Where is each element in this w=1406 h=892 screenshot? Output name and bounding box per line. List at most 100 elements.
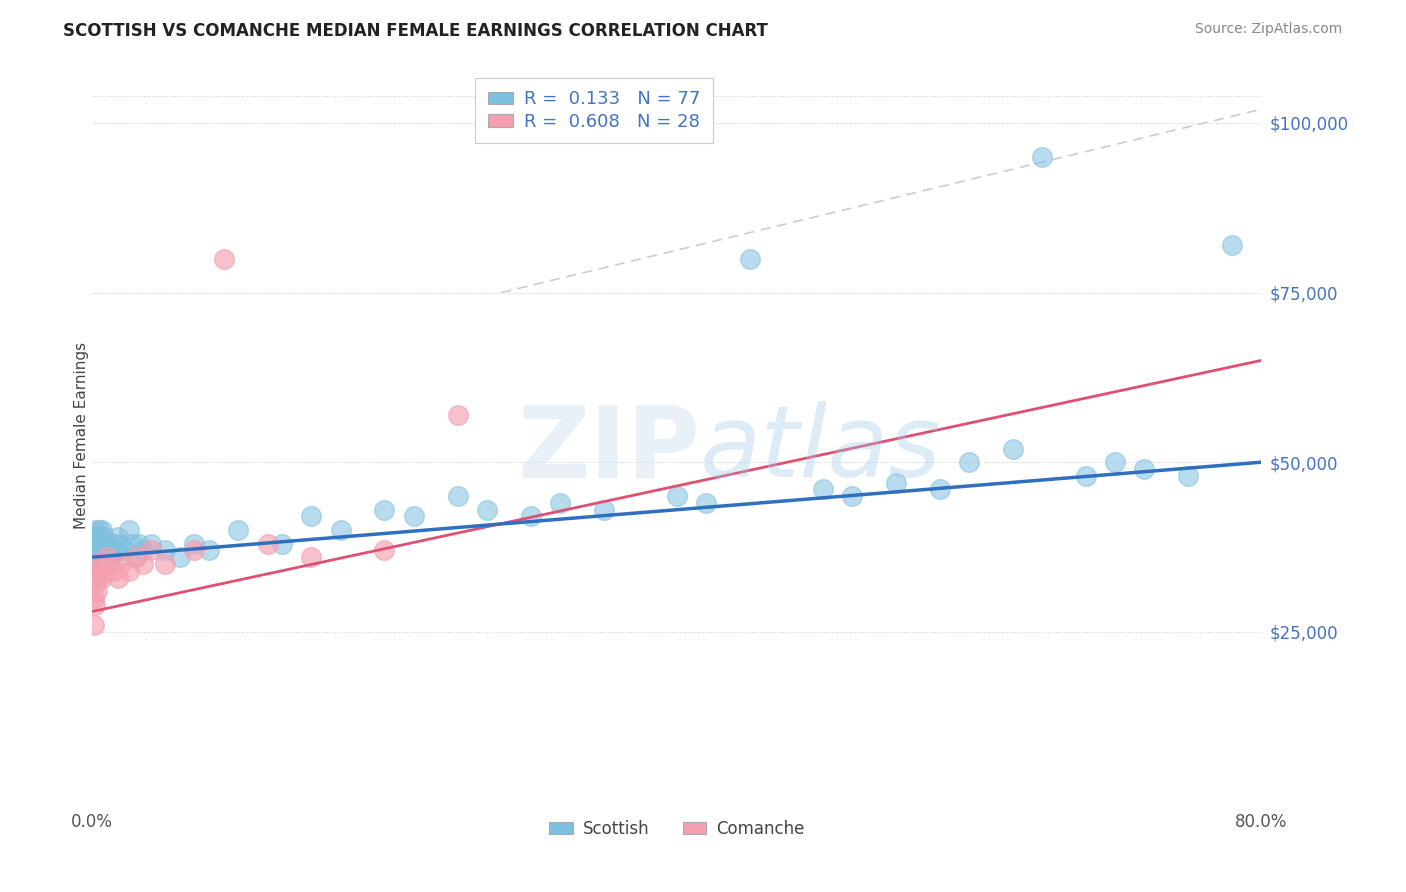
Point	[402, 509, 425, 524]
Point	[118, 523, 141, 537]
Point	[110, 536, 132, 550]
Point	[125, 550, 148, 565]
Point	[84, 557, 107, 571]
Point	[1031, 150, 1053, 164]
Point	[228, 523, 250, 537]
Point	[105, 543, 128, 558]
Point	[132, 543, 155, 558]
Point	[139, 543, 162, 558]
Point	[103, 564, 125, 578]
Text: ZIP: ZIP	[517, 401, 700, 499]
Point	[86, 530, 108, 544]
Legend: Scottish, Comanche: Scottish, Comanche	[543, 814, 811, 845]
Point	[1074, 468, 1097, 483]
Point	[89, 557, 111, 571]
Point	[1220, 238, 1243, 252]
Point	[83, 543, 105, 558]
Point	[155, 543, 177, 558]
Point	[83, 591, 105, 605]
Point	[811, 483, 834, 497]
Point	[183, 536, 205, 550]
Point	[183, 543, 205, 558]
Point	[87, 571, 110, 585]
Point	[548, 496, 571, 510]
Point	[93, 543, 115, 558]
Point	[93, 557, 115, 571]
Point	[86, 543, 108, 558]
Point	[112, 543, 135, 558]
Point	[89, 543, 111, 558]
Y-axis label: Median Female Earnings: Median Female Earnings	[73, 342, 89, 529]
Point	[97, 536, 120, 550]
Point	[86, 536, 108, 550]
Text: Source: ZipAtlas.com: Source: ZipAtlas.com	[1195, 22, 1343, 37]
Point	[125, 550, 148, 565]
Point	[132, 557, 155, 571]
Point	[198, 543, 221, 558]
Point	[89, 536, 111, 550]
Point	[94, 564, 117, 578]
Point	[91, 523, 114, 537]
Point	[94, 536, 117, 550]
Point	[107, 530, 129, 544]
Point	[118, 564, 141, 578]
Point	[86, 550, 108, 565]
Point	[86, 557, 108, 571]
Point	[928, 483, 950, 497]
Point	[84, 550, 107, 565]
Point	[87, 550, 110, 565]
Point	[84, 598, 107, 612]
Point	[519, 509, 541, 524]
Point	[86, 584, 108, 599]
Point	[87, 530, 110, 544]
Point	[373, 502, 395, 516]
Point	[665, 489, 688, 503]
Point	[83, 550, 105, 565]
Point	[83, 557, 105, 571]
Point	[475, 502, 498, 516]
Point	[91, 536, 114, 550]
Point	[83, 536, 105, 550]
Point	[212, 252, 235, 266]
Point	[86, 564, 108, 578]
Point	[90, 564, 112, 578]
Point	[1177, 468, 1199, 483]
Point	[91, 571, 114, 585]
Point	[841, 489, 863, 503]
Point	[84, 536, 107, 550]
Point	[738, 252, 761, 266]
Point	[695, 496, 717, 510]
Point	[329, 523, 352, 537]
Point	[84, 577, 107, 591]
Point	[107, 571, 129, 585]
Point	[169, 550, 191, 565]
Point	[83, 618, 105, 632]
Point	[96, 543, 118, 558]
Point	[884, 475, 907, 490]
Point	[1001, 442, 1024, 456]
Point	[299, 509, 322, 524]
Point	[592, 502, 614, 516]
Text: atlas: atlas	[700, 401, 942, 499]
Point	[90, 536, 112, 550]
Point	[121, 536, 143, 550]
Point	[110, 557, 132, 571]
Point	[100, 550, 122, 565]
Point	[957, 455, 980, 469]
Point	[89, 557, 111, 571]
Point	[98, 543, 121, 558]
Text: SCOTTISH VS COMANCHE MEDIAN FEMALE EARNINGS CORRELATION CHART: SCOTTISH VS COMANCHE MEDIAN FEMALE EARNI…	[63, 22, 768, 40]
Point	[103, 536, 125, 550]
Point	[271, 536, 294, 550]
Point	[89, 523, 111, 537]
Point	[84, 536, 107, 550]
Point	[94, 550, 117, 565]
Point	[90, 543, 112, 558]
Point	[98, 557, 121, 571]
Point	[87, 543, 110, 558]
Point	[84, 523, 107, 537]
Point	[155, 557, 177, 571]
Point	[446, 489, 468, 503]
Point	[1104, 455, 1126, 469]
Point	[373, 543, 395, 558]
